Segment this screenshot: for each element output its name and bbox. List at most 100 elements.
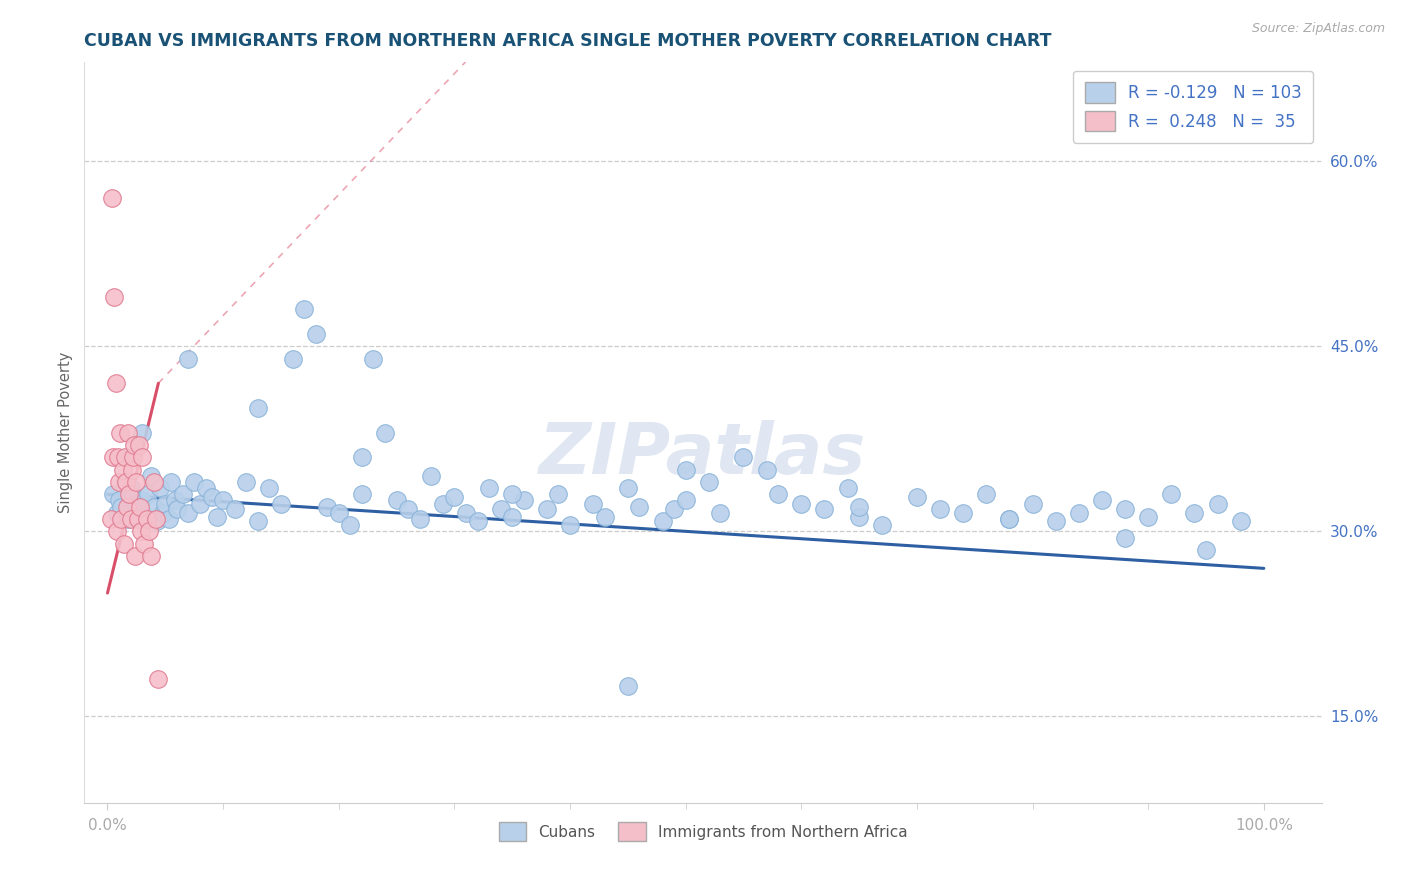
Point [212,493,235,508]
Point [172,487,194,501]
Point [157,512,180,526]
Point [1137,509,1160,524]
Point [105,506,128,520]
Point [148,673,170,687]
Point [110,500,132,514]
Legend: Cubans, Immigrants from Northern Africa: Cubans, Immigrants from Northern Africa [492,816,914,847]
Text: Source: ZipAtlas.com: Source: ZipAtlas.com [1251,22,1385,36]
Point [974,487,997,501]
Point [120,512,142,526]
Point [1021,497,1043,511]
Point [125,475,148,489]
Point [513,493,536,508]
Point [582,497,605,511]
Point [134,537,156,551]
Point [160,475,183,489]
Point [114,475,136,489]
Point [1091,493,1114,508]
Point [536,502,558,516]
Point [120,481,142,495]
Point [101,191,124,205]
Point [662,502,685,516]
Text: CUBAN VS IMMIGRANTS FROM NORTHERN AFRICA SINGLE MOTHER POVERTY CORRELATION CHART: CUBAN VS IMMIGRANTS FROM NORTHERN AFRICA… [84,32,1052,50]
Point [547,487,569,501]
Point [100,512,122,526]
Point [709,506,731,520]
Point [374,425,396,440]
Point [501,487,523,501]
Point [103,450,125,465]
Text: ZIPatlas: ZIPatlas [540,420,866,490]
Point [443,490,465,504]
Point [131,450,153,465]
Point [501,509,523,524]
Point [115,500,138,514]
Point [675,462,697,476]
Point [1114,502,1136,516]
Point [128,502,150,516]
Point [110,512,132,526]
Point [328,506,350,520]
Point [117,425,139,440]
Point [166,502,188,516]
Point [270,497,292,511]
Point [124,549,146,563]
Point [432,497,454,511]
Point [200,490,222,504]
Point [617,679,640,693]
Point [117,512,139,526]
Point [558,518,581,533]
Point [593,509,616,524]
Point [224,502,246,516]
Point [115,475,138,489]
Point [409,512,432,526]
Point [929,502,952,516]
Point [163,493,186,508]
Point [145,512,167,526]
Point [1206,497,1229,511]
Point [396,502,419,516]
Point [467,515,489,529]
Point [138,524,160,539]
Point [848,500,870,514]
Point [246,401,269,415]
Point [489,502,512,516]
Y-axis label: Single Mother Poverty: Single Mother Poverty [58,352,73,513]
Point [105,524,128,539]
Point [128,500,150,514]
Point [316,500,339,514]
Point [998,512,1021,526]
Point [766,487,789,501]
Point [107,450,129,465]
Point [339,518,361,533]
Point [121,462,143,476]
Point [363,351,385,366]
Point [1195,542,1218,557]
Point [122,490,145,504]
Point [177,506,200,520]
Point [183,475,205,489]
Point [207,509,229,524]
Point [259,481,281,495]
Point [104,376,127,391]
Point [281,351,304,366]
Point [350,450,373,465]
Point [114,450,136,465]
Point [478,481,501,495]
Point [141,549,163,563]
Point [142,500,165,514]
Point [129,524,152,539]
Point [675,493,697,508]
Point [155,497,177,511]
Point [454,506,477,520]
Point [141,468,163,483]
Point [733,450,755,465]
Point [905,490,928,504]
Point [385,493,408,508]
Point [146,515,169,529]
Point [128,438,150,452]
Point [420,468,443,483]
Point [135,509,157,524]
Point [1045,515,1067,529]
Point [135,512,157,526]
